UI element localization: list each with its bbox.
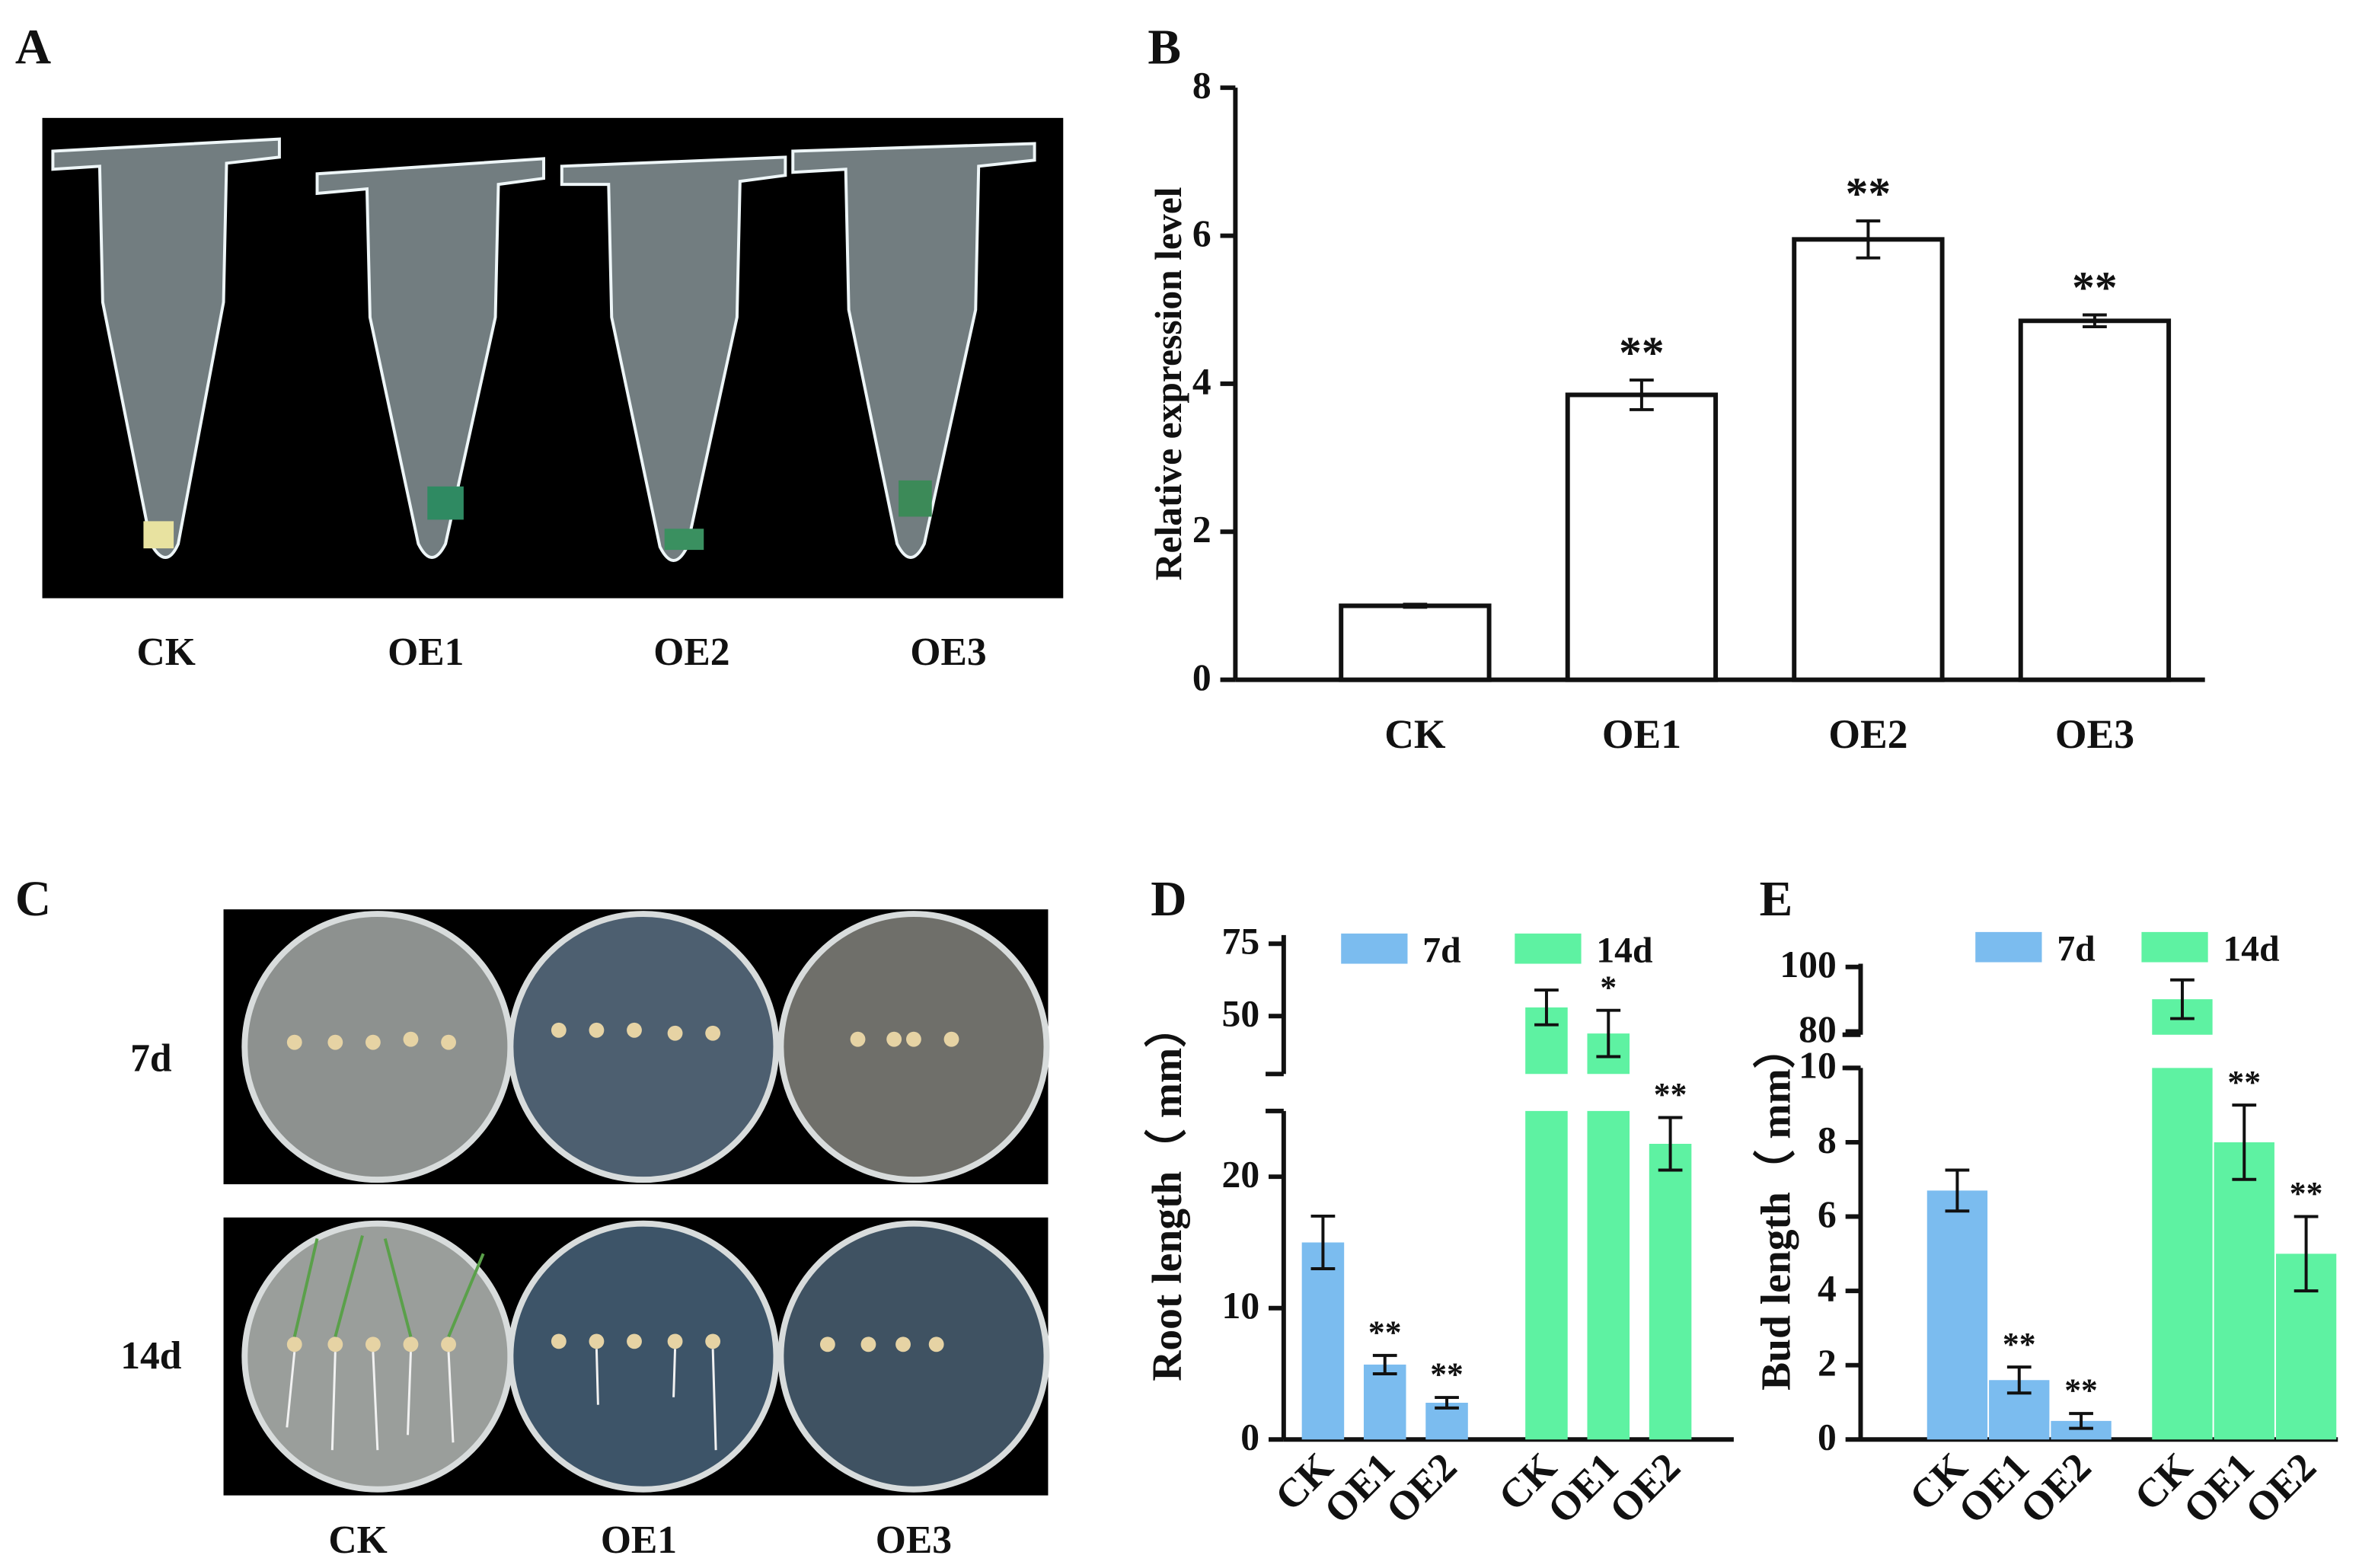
y-tick-label: 75 (1222, 921, 1260, 963)
significance: ** (2227, 1064, 2261, 1100)
bar (1587, 1033, 1630, 1440)
significance: * (1600, 969, 1617, 1006)
y-tick-label: 4 (1818, 1267, 1837, 1309)
sample-label: OE1 (601, 1519, 677, 1562)
legend-label: 7d (2057, 930, 2095, 969)
x-tick-label: CK (1384, 711, 1446, 757)
legend-swatch (1341, 933, 1408, 964)
bar (1565, 392, 1719, 682)
significance: ** (2290, 1176, 2323, 1212)
y-tick-label: 8 (1192, 65, 1211, 107)
bar (1989, 1380, 2050, 1440)
panel-letter: D (1151, 872, 1186, 927)
error-bar (1856, 219, 1881, 260)
error-bar (1596, 1008, 1621, 1059)
x-tick-label: OE2 (2011, 1444, 2099, 1532)
error-bar (1403, 602, 1428, 609)
legend-swatch (1975, 931, 2042, 963)
bar (1301, 1242, 1345, 1440)
significance: ** (1619, 327, 1664, 378)
significance: ** (1368, 1314, 1402, 1351)
y-tick-label: 80 (1799, 1008, 1837, 1050)
x-tick-label: OE2 (1601, 1444, 1689, 1532)
y-tick-label: 50 (1222, 993, 1260, 1035)
error-bar (2083, 313, 2107, 329)
y-tick-label: 6 (1192, 212, 1211, 254)
x-tick-label: OE1 (1602, 711, 1681, 757)
significance: ** (2072, 263, 2118, 313)
sample-label: CK (328, 1519, 387, 1562)
y-axis-label: Bud length（ mm） (1752, 1027, 1799, 1391)
error-bar (2006, 1365, 2032, 1395)
error-bar (1658, 1116, 1683, 1172)
row-label: 7d (130, 1036, 172, 1080)
bar (1525, 1007, 1568, 1440)
error-bar (2069, 1412, 2093, 1430)
significance: ** (1430, 1356, 1464, 1393)
sample-label: OE3 (910, 631, 986, 674)
bar (1363, 1364, 1406, 1440)
bar (1649, 1144, 1692, 1440)
y-tick-label: 0 (1192, 656, 1211, 698)
y-axis-label: Root length（ mm） (1144, 1005, 1191, 1381)
bar (1339, 603, 1492, 682)
error-bar (2232, 1103, 2257, 1181)
y-tick-label: 20 (1222, 1154, 1260, 1196)
significance: ** (2003, 1326, 2036, 1362)
tube-photo (42, 117, 1064, 599)
bar (2051, 1420, 2112, 1440)
error-bar (1372, 1353, 1397, 1375)
y-tick-label: 10 (1222, 1285, 1260, 1327)
panel-letter: B (1148, 20, 1181, 75)
y-tick-label: 2 (1192, 509, 1211, 551)
error-bar (1945, 1168, 1970, 1213)
y-tick-label: 0 (1818, 1416, 1837, 1458)
error-bar (2294, 1215, 2319, 1293)
row-label: 14d (120, 1334, 182, 1378)
y-tick-label: 2 (1818, 1342, 1837, 1384)
y-tick-label: 6 (1818, 1193, 1837, 1235)
sample-label: OE2 (653, 631, 729, 674)
y-tick-label: 0 (1240, 1416, 1259, 1458)
legend-swatch (2141, 931, 2208, 963)
error-bar (1310, 1214, 1336, 1270)
bar (2275, 1253, 2337, 1440)
bar (1926, 1190, 1988, 1440)
sample-label: CK (137, 631, 196, 674)
bar (2214, 1142, 2274, 1440)
y-axis-label: Relative expression level (1148, 187, 1189, 581)
legend-label: 7d (1422, 931, 1460, 971)
y-tick-label: 8 (1818, 1119, 1837, 1161)
sample-label: OE1 (388, 631, 464, 674)
legend-swatch (1515, 933, 1582, 964)
panel-letter: E (1760, 872, 1793, 927)
error-bar (2170, 978, 2195, 1020)
bar (1425, 1402, 1468, 1440)
x-tick-label: OE2 (2236, 1444, 2325, 1532)
y-tick-label: 100 (1780, 944, 1836, 985)
bar (2018, 318, 2172, 682)
legend-label: 14d (1596, 931, 1652, 971)
y-tick-label: 4 (1192, 360, 1211, 402)
panel-letter: C (15, 872, 51, 927)
significance: ** (1846, 168, 1891, 219)
y-tick-label: 10 (1799, 1045, 1837, 1087)
bar (2152, 999, 2213, 1440)
legend-label: 14d (2223, 930, 2279, 969)
significance: ** (1654, 1077, 1687, 1113)
x-tick-label: OE2 (1828, 711, 1907, 757)
dish-photo (223, 909, 1050, 1496)
error-bar (1630, 378, 1654, 411)
bar (1792, 237, 1945, 682)
x-tick-label: OE3 (2055, 711, 2134, 757)
panel-letter: A (15, 20, 51, 75)
error-bar (1435, 1396, 1459, 1410)
significance: ** (2064, 1372, 2098, 1409)
sample-label: OE3 (876, 1519, 952, 1562)
error-bar (1534, 988, 1559, 1027)
x-tick-label: OE2 (1377, 1444, 1465, 1532)
